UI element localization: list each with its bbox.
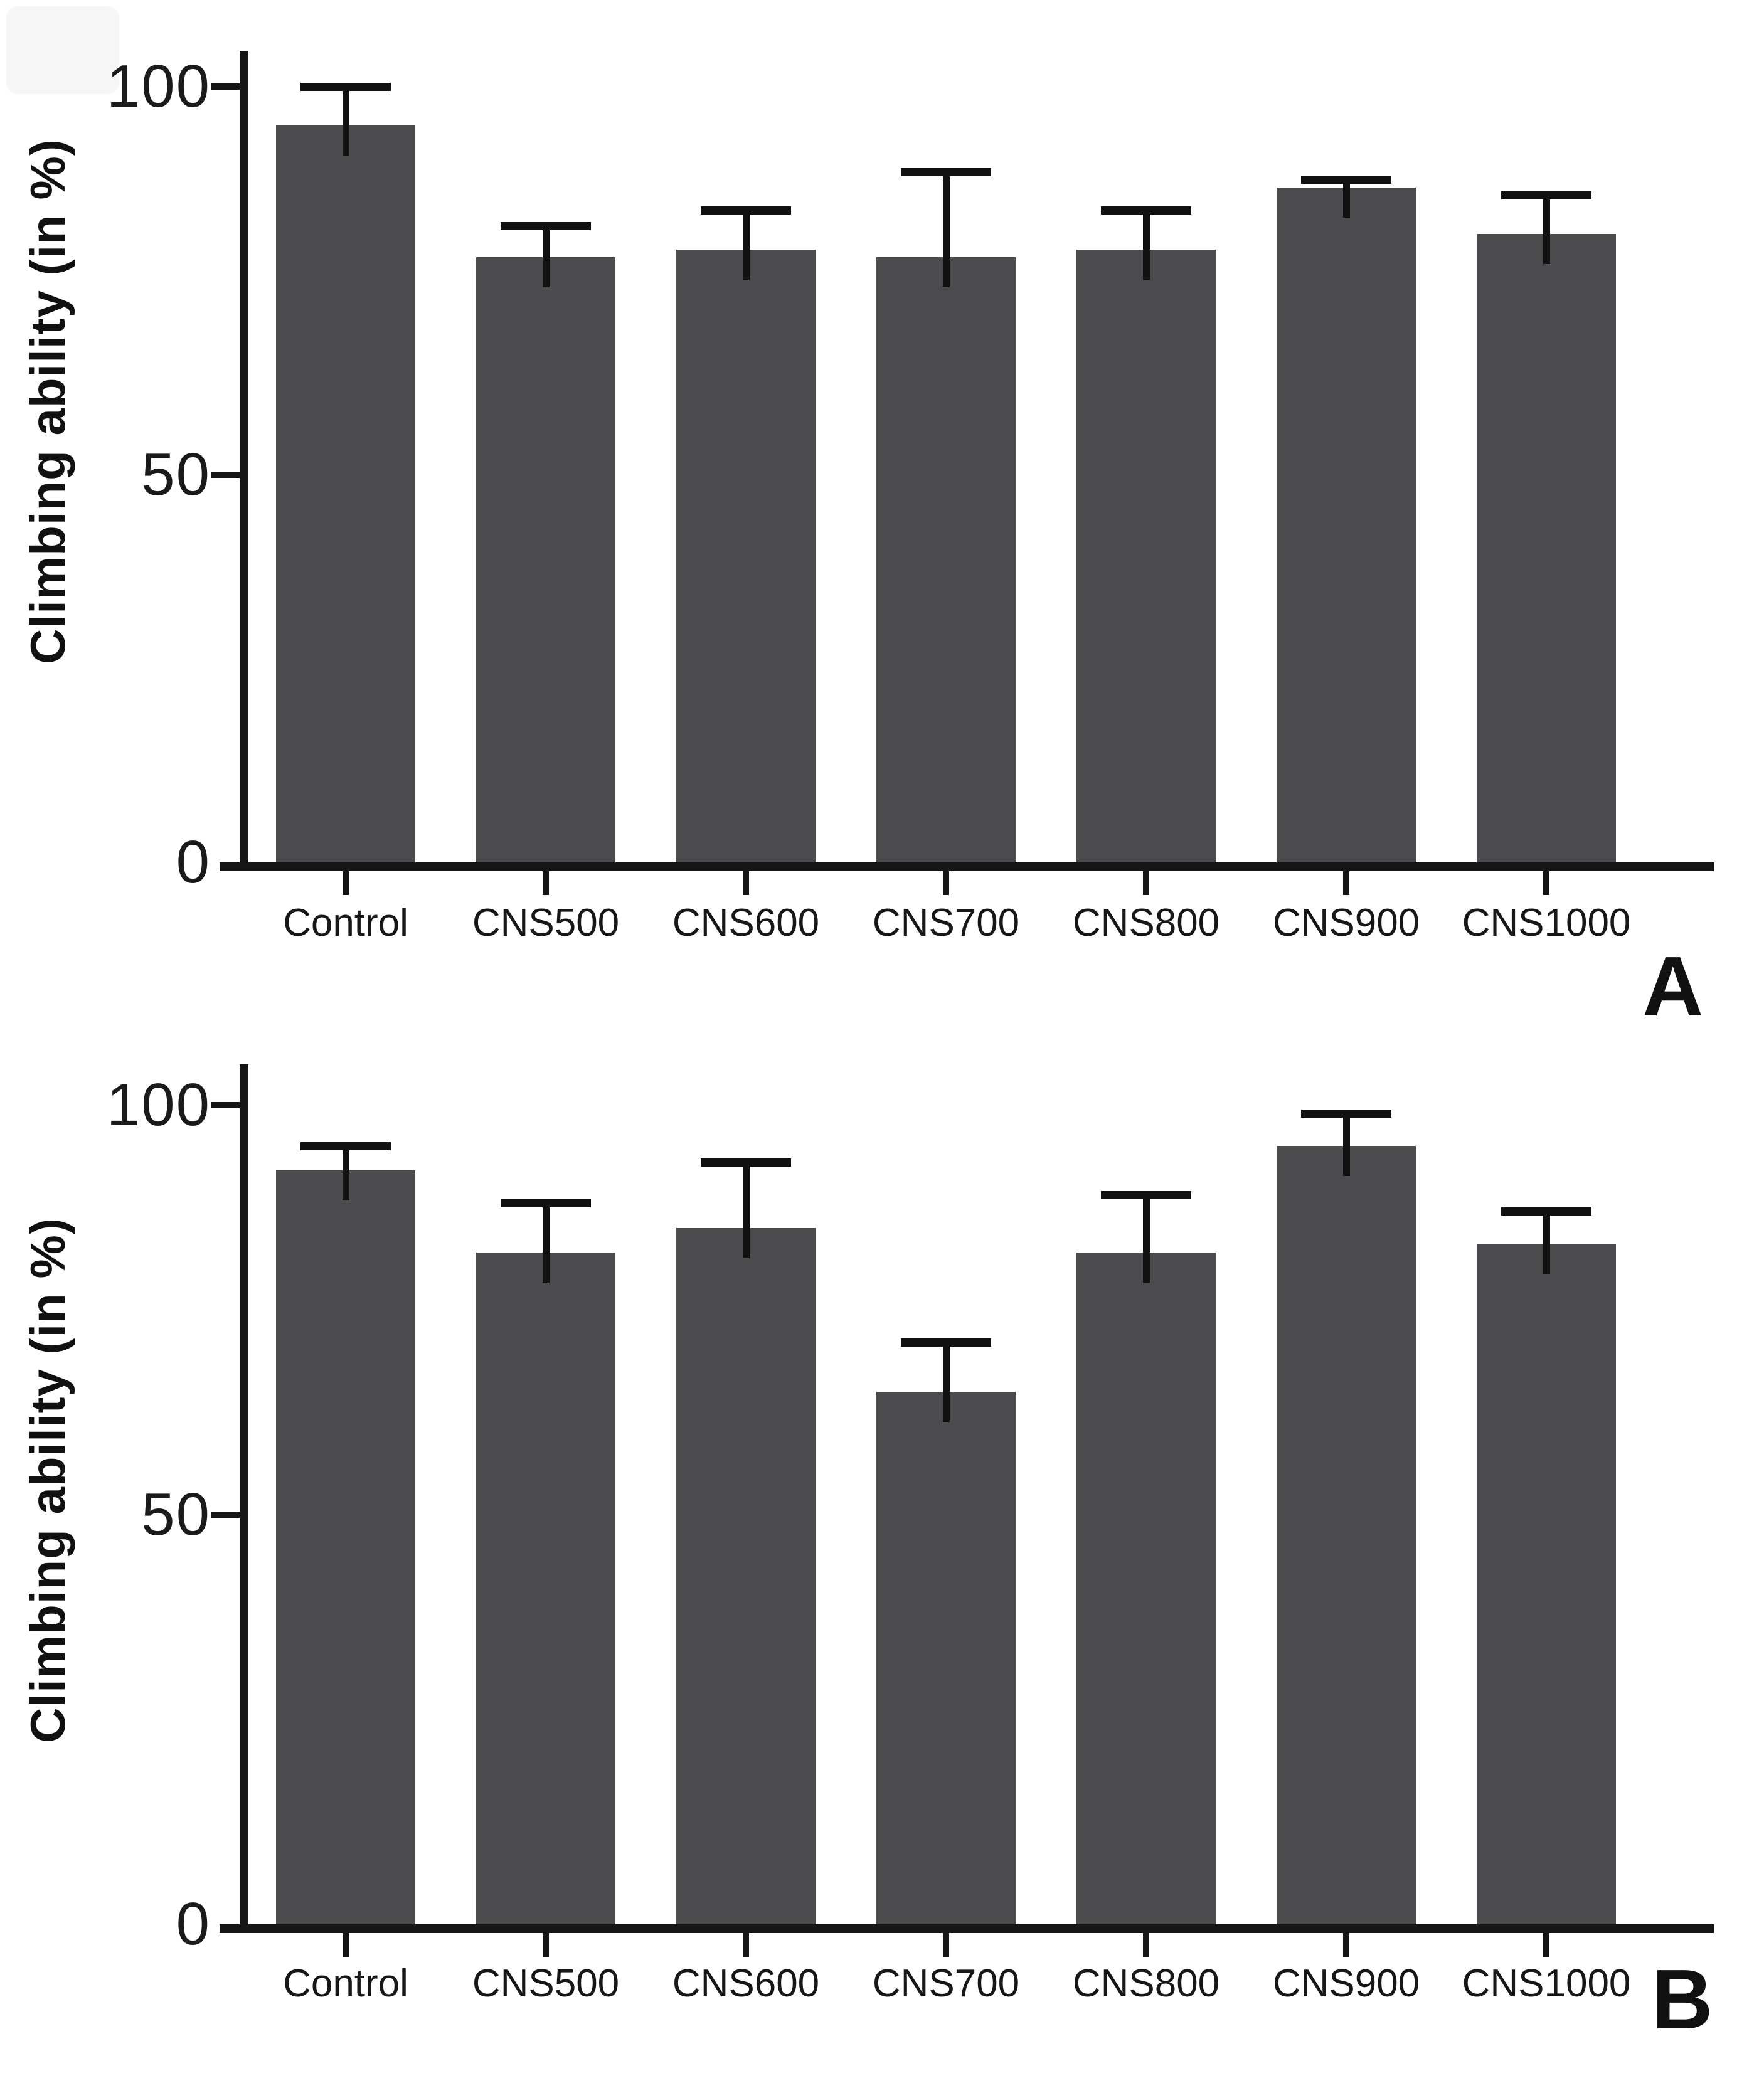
error-bar-stem-cns500-a <box>542 226 550 288</box>
y-tick-label-50-b: 50 <box>141 1481 211 1548</box>
y-tick-label-0-a: 0 <box>176 829 211 896</box>
y-tick-label-0-b: 0 <box>176 1890 211 1958</box>
y-axis-line-b <box>240 1064 248 1933</box>
x-tick-cns600-a <box>743 871 749 895</box>
error-bar-cap-cns900-a <box>1301 175 1391 184</box>
bar-control-b <box>276 1170 415 1924</box>
error-bar-stem-cns500-b <box>542 1203 550 1283</box>
error-bar-cap-cns700-b <box>901 1338 991 1347</box>
y-tick-label-100-a: 100 <box>106 53 211 120</box>
error-bar-cap-cns1000-b <box>1501 1207 1591 1216</box>
x-category-label-cns600-a: CNS600 <box>672 901 820 945</box>
error-bar-cap-cns600-b <box>701 1158 791 1167</box>
x-category-label-cns500-a: CNS500 <box>472 901 620 945</box>
error-bar-stem-cns1000-a <box>1543 195 1550 265</box>
error-bar-stem-cns600-b <box>742 1162 750 1258</box>
bar-control-a <box>276 125 415 862</box>
x-axis-line-a <box>220 862 1714 871</box>
x-category-label-cns800-a: CNS800 <box>1072 901 1220 945</box>
panel-label-b: B <box>1652 1952 1713 2047</box>
x-tick-cns1000-b <box>1543 1933 1549 1957</box>
error-bar-cap-cns800-b <box>1101 1191 1191 1200</box>
bar-cns600-a <box>676 249 816 862</box>
error-bar-stem-cns900-a <box>1342 179 1350 218</box>
x-axis-line-b <box>220 1924 1714 1933</box>
x-category-label-cns700-a: CNS700 <box>872 901 1020 945</box>
y-tick-50-a <box>211 471 243 478</box>
x-category-label-cns900-b: CNS900 <box>1272 1962 1420 2005</box>
error-bar-stem-cns700-b <box>942 1342 950 1423</box>
error-bar-cap-control-b <box>300 1142 391 1150</box>
y-axis-title-a: Climbing ability (in %) <box>20 139 75 664</box>
bar-cns900-b <box>1277 1146 1416 1924</box>
error-bar-cap-cns1000-a <box>1501 191 1591 199</box>
scan-artifact-smudge <box>6 6 119 94</box>
y-tick-label-100-b: 100 <box>106 1071 211 1138</box>
x-tick-cns900-b <box>1343 1933 1349 1957</box>
error-bar-cap-cns800-a <box>1101 206 1191 215</box>
x-tick-control-a <box>343 871 349 895</box>
x-category-label-cns600-b: CNS600 <box>672 1962 820 2005</box>
x-category-label-control-a: Control <box>283 901 408 945</box>
x-category-label-cns700-b: CNS700 <box>872 1962 1020 2005</box>
error-bar-cap-control-a <box>300 82 391 91</box>
error-bar-stem-cns800-a <box>1142 210 1150 280</box>
x-tick-cns800-a <box>1143 871 1149 895</box>
error-bar-stem-control-a <box>342 87 349 156</box>
x-tick-cns1000-a <box>1543 871 1549 895</box>
bar-cns700-a <box>876 257 1016 862</box>
x-tick-control-b <box>343 1933 349 1957</box>
x-tick-cns700-a <box>943 871 949 895</box>
y-tick-100-a <box>211 83 243 90</box>
error-bar-stem-cns600-a <box>742 210 750 280</box>
x-category-label-cns1000-b: CNS1000 <box>1462 1962 1631 2005</box>
error-bar-stem-cns800-b <box>1142 1195 1150 1283</box>
x-category-label-cns900-a: CNS900 <box>1272 901 1420 945</box>
bar-cns900-a <box>1277 187 1416 862</box>
error-bar-stem-control-b <box>342 1146 349 1201</box>
error-bar-stem-cns700-a <box>942 172 950 288</box>
error-bar-cap-cns900-b <box>1301 1109 1391 1118</box>
x-category-label-cns500-b: CNS500 <box>472 1962 620 2005</box>
bar-cns800-a <box>1076 249 1216 862</box>
error-bar-cap-cns500-a <box>501 222 591 231</box>
bar-cns500-a <box>476 257 615 862</box>
x-tick-cns900-a <box>1343 871 1349 895</box>
y-axis-line-a <box>240 51 248 871</box>
error-bar-stem-cns900-b <box>1342 1113 1350 1177</box>
y-tick-50-b <box>211 1512 243 1518</box>
error-bar-cap-cns500-b <box>501 1199 591 1208</box>
x-tick-cns800-b <box>1143 1933 1149 1957</box>
x-tick-cns500-b <box>543 1933 549 1957</box>
x-tick-cns700-b <box>943 1933 949 1957</box>
panel-label-a: A <box>1642 939 1704 1034</box>
x-tick-cns500-a <box>543 871 549 895</box>
error-bar-cap-cns700-a <box>901 167 991 176</box>
y-axis-title-b: Climbing ability (in %) <box>20 1217 75 1743</box>
y-tick-label-50-a: 50 <box>141 440 211 508</box>
bar-cns500-b <box>476 1253 615 1924</box>
x-tick-cns600-b <box>743 1933 749 1957</box>
x-category-label-cns1000-a: CNS1000 <box>1462 901 1631 945</box>
y-tick-100-b <box>211 1102 243 1108</box>
x-category-label-control-b: Control <box>283 1962 408 2005</box>
bar-cns700-b <box>876 1392 1016 1924</box>
bar-cns600-b <box>676 1227 816 1924</box>
error-bar-stem-cns1000-b <box>1543 1211 1550 1274</box>
error-bar-cap-cns600-a <box>701 206 791 215</box>
bar-cns1000-b <box>1477 1244 1616 1924</box>
bar-cns800-b <box>1076 1253 1216 1924</box>
x-category-label-cns800-b: CNS800 <box>1072 1962 1220 2005</box>
bar-cns1000-a <box>1477 234 1616 862</box>
